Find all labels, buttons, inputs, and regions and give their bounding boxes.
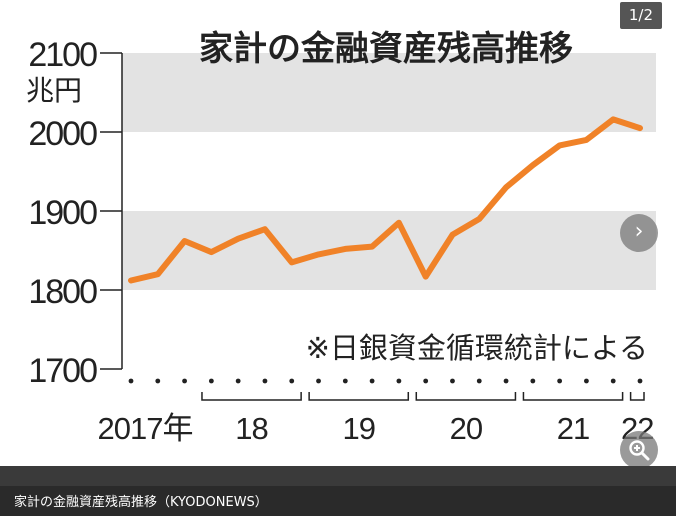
y-tick-label-2100: 2100 [28, 36, 97, 74]
quarter-dot-9 [369, 378, 375, 384]
quarter-dot-14 [503, 378, 509, 384]
data-point-17 [584, 138, 588, 142]
data-point-8 [343, 247, 347, 251]
y-tick-label-1900: 1900 [28, 194, 97, 232]
year-bracket-4 [522, 392, 624, 401]
zoom-button[interactable] [620, 431, 658, 469]
quarter-dot-12 [450, 378, 455, 384]
y-tick-label-1700: 1700 [28, 352, 97, 390]
year-label-3: 20 [450, 411, 483, 446]
year-label-1: 18 [235, 411, 267, 446]
quarter-dot-2 [182, 378, 187, 384]
data-point-14 [504, 185, 508, 189]
data-point-9 [370, 245, 374, 249]
data-point-13 [477, 217, 481, 221]
data-point-1 [156, 272, 160, 276]
quarter-dot-4 [235, 378, 241, 384]
y-unit-label: 兆円 [26, 74, 82, 107]
year-bracket-2 [308, 392, 410, 401]
y-tick-label-2000: 2000 [28, 115, 97, 153]
quarter-dot-5 [262, 378, 268, 384]
quarter-dot-6 [289, 378, 295, 384]
year-bracket-1 [201, 392, 302, 401]
quarter-dot-15 [530, 378, 536, 384]
year-label-4: 21 [557, 411, 589, 446]
quarter-dot-11 [423, 378, 429, 384]
caption-bar-top [0, 466, 676, 486]
data-point-15 [531, 163, 535, 167]
y-tick-label-1800: 1800 [28, 273, 97, 311]
year-bracket-3 [415, 392, 517, 401]
data-point-2 [183, 239, 187, 243]
quarter-dot-17 [584, 378, 589, 384]
data-point-0 [129, 279, 133, 283]
data-point-5 [263, 227, 267, 231]
quarter-dot-18 [610, 378, 616, 384]
series-line [128, 116, 643, 284]
quarter-dot-10 [396, 378, 402, 384]
quarter-dot-0 [128, 378, 134, 384]
slide-counter: 1/2 [619, 2, 662, 29]
data-point-4 [236, 237, 240, 241]
chart-title: 家計の金融資産残高推移 [199, 29, 573, 69]
image-caption: 家計の金融資産残高推移（KYODONEWS） [14, 495, 268, 510]
data-point-18 [611, 117, 615, 121]
quarter-dot-1 [155, 378, 161, 384]
quarter-dot-13 [476, 378, 482, 384]
zoom-in-icon [629, 440, 650, 461]
year-label-0: 2017年 [98, 411, 193, 446]
data-point-12 [450, 233, 454, 237]
chevron-right-icon: › [634, 219, 644, 244]
data-point-3 [209, 250, 213, 254]
quarter-dot-3 [208, 378, 214, 384]
data-point-7 [317, 252, 321, 256]
data-point-6 [290, 260, 294, 264]
data-point-10 [397, 221, 401, 225]
year-label-2: 19 [342, 411, 374, 446]
next-slide-button[interactable]: › [620, 214, 658, 252]
quarter-dot-8 [342, 378, 348, 384]
quarter-dot-16 [557, 378, 563, 384]
data-point-19 [638, 126, 642, 130]
source-note: ※日銀資金循環統計による [306, 331, 648, 365]
data-point-16 [558, 143, 562, 147]
year-bracket-5 [629, 392, 645, 401]
quarter-dot-19 [637, 378, 643, 384]
band-2000-2100 [122, 53, 656, 132]
data-point-11 [424, 275, 428, 279]
caption-bar: 家計の金融資産残高推移（KYODONEWS） [0, 466, 676, 516]
quarter-dot-7 [316, 378, 321, 384]
